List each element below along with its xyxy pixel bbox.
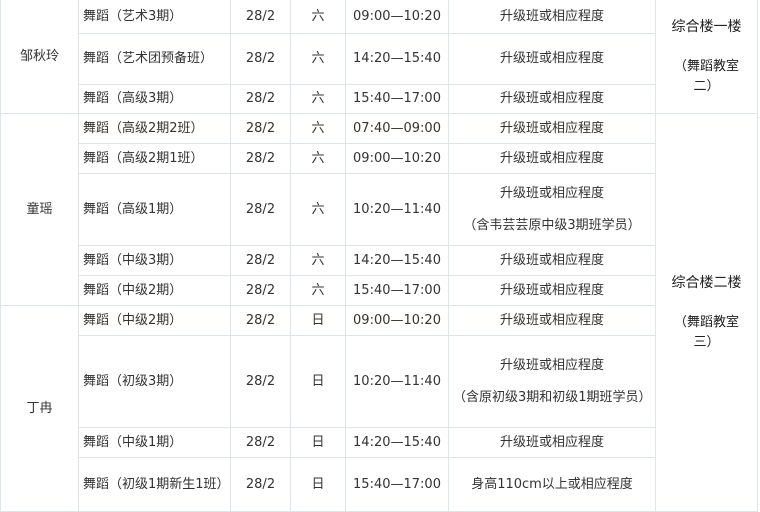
table-row: 舞蹈（中级3期） 28/2 六 14:20—15:40 升级班或相应程度 <box>1 245 758 276</box>
location-room: （舞蹈教室二） <box>673 58 739 94</box>
location-building: 综合楼二楼 <box>671 274 742 291</box>
table-row: 舞蹈（中级2期） 28/2 六 15:40—17:00 升级班或相应程度 <box>1 275 758 306</box>
day-cell: 六 <box>290 173 346 246</box>
course-cell: 舞蹈（高级2期2班） <box>78 113 231 144</box>
location-building: 综合楼一楼 <box>671 18 742 35</box>
day-cell: 六 <box>290 113 346 144</box>
requirement-text: 升级班或相应程度 <box>499 434 604 450</box>
course-cell: 舞蹈（初级1期新生1班） <box>78 457 231 512</box>
location-cell: 综合楼二楼 （舞蹈教室三） <box>655 113 758 512</box>
time-cell: 14:20—15:40 <box>345 33 449 85</box>
table-row: 舞蹈（艺术团预备班） 28/2 六 14:20—15:40 升级班或相应程度 <box>1 33 758 85</box>
day-cell: 六 <box>290 275 346 306</box>
date-cell: 28/2 <box>230 457 291 512</box>
requirement-cell: 升级班或相应程度 （含韦芸芸原中级3期班学员） <box>448 173 656 246</box>
location-cell: 综合楼一楼 （舞蹈教室二） <box>655 0 758 114</box>
date-cell: 28/2 <box>230 427 291 458</box>
date-cell: 28/2 <box>230 113 291 144</box>
date-cell: 28/2 <box>230 245 291 276</box>
table-row: 舞蹈（初级1期新生1班） 28/2 日 15:40—17:00 身高110cm以上或相应… <box>1 457 758 512</box>
requirement-text: 升级班或相应程度 <box>499 51 604 66</box>
requirement-note: （含韦芸芸原中级3期班学员） <box>463 217 641 233</box>
time-cell: 15:40—17:00 <box>345 84 449 114</box>
requirement-text: 升级班或相应程度 <box>499 8 604 24</box>
date-cell: 28/2 <box>230 84 291 114</box>
requirement-cell: 升级班或相应程度 （含原初级3期和初级1期班学员） <box>448 335 656 428</box>
date-cell: 28/2 <box>230 305 291 336</box>
course-cell: 舞蹈（高级2期1班） <box>78 143 231 174</box>
day-cell: 日 <box>290 335 346 428</box>
teacher-cell: 丁冉 <box>0 305 79 512</box>
requirement-cell: 升级班或相应程度 <box>448 113 656 144</box>
day-cell: 六 <box>290 0 346 34</box>
time-cell: 14:20—15:40 <box>345 427 449 458</box>
date-cell: 28/2 <box>230 335 291 428</box>
date-cell: 28/2 <box>230 0 291 34</box>
requirement-cell: 升级班或相应程度 <box>448 33 656 85</box>
day-cell: 日 <box>290 427 346 458</box>
requirement-text: 升级班或相应程度 <box>499 252 604 268</box>
requirement-text: 升级班或相应程度 <box>499 91 604 106</box>
time-cell: 15:40—17:00 <box>345 275 449 306</box>
requirement-text: 身高110cm以上或相应程度 <box>471 476 633 492</box>
day-cell: 日 <box>290 305 346 336</box>
course-cell: 舞蹈（中级2期） <box>78 305 231 336</box>
time-cell: 07:40—09:00 <box>345 113 449 144</box>
day-cell: 六 <box>290 84 346 114</box>
time-cell: 15:40—17:00 <box>345 457 449 512</box>
date-cell: 28/2 <box>230 33 291 85</box>
course-cell: 舞蹈（艺术3期） <box>78 0 231 34</box>
requirement-cell: 升级班或相应程度 <box>448 275 656 306</box>
requirement-cell: 升级班或相应程度 <box>448 0 656 34</box>
requirement-text: 升级班或相应程度 <box>499 185 604 201</box>
table-row: 丁冉 舞蹈（中级2期） 28/2 日 09:00—10:20 升级班或相应程度 <box>0 305 758 512</box>
requirement-cell: 身高110cm以上或相应程度 <box>448 457 656 512</box>
date-cell: 28/2 <box>230 173 291 246</box>
requirement-text: 升级班或相应程度 <box>499 282 604 298</box>
requirement-text: 升级班或相应程度 <box>499 357 604 373</box>
table-row: 舞蹈（高级2期1班） 28/2 六 09:00—10:20 升级班或相应程度 <box>1 143 758 174</box>
table-row: 童瑶 舞蹈（高级2期2班） 28/2 六 07:40—09:00 升级班或相应程度 综合楼二… <box>0 113 758 512</box>
requirement-note: （含原初级3期和初级1期班学员） <box>453 389 652 405</box>
location-room: （舞蹈教室三） <box>673 314 739 350</box>
time-cell: 09:00—10:20 <box>345 0 449 34</box>
course-cell: 舞蹈（中级2期） <box>78 275 231 306</box>
day-cell: 日 <box>290 457 346 512</box>
day-cell: 六 <box>290 245 346 276</box>
requirement-cell: 升级班或相应程度 <box>448 427 656 458</box>
course-cell: 舞蹈（中级1期） <box>78 427 231 458</box>
requirement-cell: 升级班或相应程度 <box>448 143 656 174</box>
requirement-cell: 升级班或相应程度 <box>448 84 656 114</box>
course-cell: 舞蹈（中级3期） <box>78 245 231 276</box>
course-cell: 舞蹈（艺术团预备班） <box>78 33 231 85</box>
teacher-cell: 童瑶 <box>0 113 79 306</box>
requirement-text: 升级班或相应程度 <box>499 150 604 166</box>
day-cell: 六 <box>290 143 346 174</box>
date-cell: 28/2 <box>230 143 291 174</box>
table-row: 舞蹈（高级1期） 28/2 六 10:20—11:40 升级班或相应程度 （含韦芸芸原中级… <box>1 173 758 246</box>
requirement-cell: 升级班或相应程度 <box>448 245 656 276</box>
date-cell: 28/2 <box>230 275 291 306</box>
table-row: 舞蹈（中级1期） 28/2 日 14:20—15:40 升级班或相应程度 <box>1 427 758 458</box>
time-cell: 10:20—11:40 <box>345 173 449 246</box>
course-cell: 舞蹈（初级3期） <box>78 335 231 428</box>
time-cell: 09:00—10:20 <box>345 305 449 336</box>
time-cell: 14:20—15:40 <box>345 245 449 276</box>
requirement-text: 升级班或相应程度 <box>499 120 604 136</box>
table-row: 舞蹈（初级3期） 28/2 日 10:20—11:40 升级班或相应程度 （含原初级3期和… <box>1 335 758 428</box>
time-cell: 09:00—10:20 <box>345 143 449 174</box>
table-row: 舞蹈（高级3期） 28/2 六 15:40—17:00 升级班或相应程度 <box>1 84 758 114</box>
course-cell: 舞蹈（高级1期） <box>78 173 231 246</box>
requirement-text: 升级班或相应程度 <box>499 312 604 328</box>
day-cell: 六 <box>290 33 346 85</box>
teacher-cell: 邹秋玲 <box>0 0 79 114</box>
course-cell: 舞蹈（高级3期） <box>78 84 231 114</box>
requirement-cell: 升级班或相应程度 <box>448 305 656 336</box>
time-cell: 10:20—11:40 <box>345 335 449 428</box>
table-row: 邹秋玲 舞蹈（艺术3期） 28/2 六 09:00—10:20 升级班或相应程度 综合楼一楼… <box>0 0 758 114</box>
